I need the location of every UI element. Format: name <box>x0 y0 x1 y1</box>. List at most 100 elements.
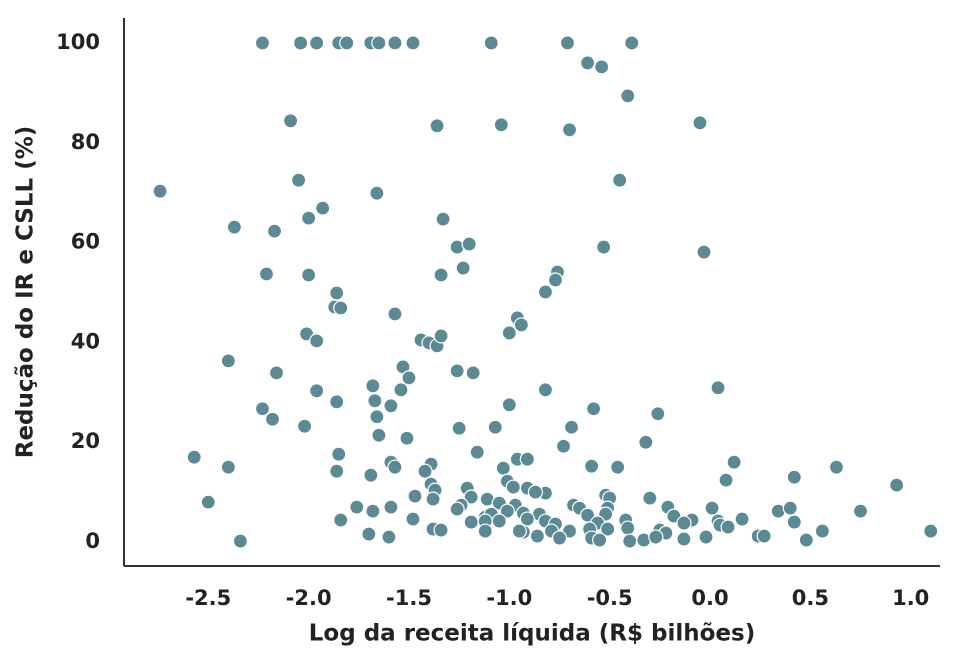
point <box>704 500 720 516</box>
point <box>501 397 517 413</box>
point <box>407 488 423 504</box>
point <box>266 223 283 239</box>
point <box>642 490 658 506</box>
point <box>734 511 750 527</box>
point <box>676 515 692 531</box>
point <box>579 55 596 71</box>
point <box>469 444 485 460</box>
point <box>383 499 399 515</box>
point <box>610 459 626 475</box>
point <box>329 463 345 479</box>
point <box>369 185 385 201</box>
y-tick-label: 40 <box>71 329 100 353</box>
point <box>254 401 271 417</box>
point <box>487 419 503 435</box>
point <box>293 35 309 51</box>
point <box>339 35 355 51</box>
point <box>449 363 465 379</box>
x-axis-label: Log da receita líquida (R$ bilhões) <box>309 621 755 647</box>
point <box>331 446 347 462</box>
point <box>429 118 445 134</box>
x-tick-label: 0.0 <box>691 586 728 610</box>
point <box>483 35 499 51</box>
point <box>519 511 535 527</box>
point <box>449 501 465 517</box>
x-tick-label: -1.0 <box>486 586 532 610</box>
point <box>537 284 554 300</box>
point <box>786 469 802 485</box>
y-tick-label: 60 <box>71 230 100 254</box>
point <box>786 514 802 530</box>
point <box>381 529 397 545</box>
point <box>563 419 580 435</box>
point <box>433 522 449 538</box>
point <box>405 511 421 527</box>
point <box>383 398 399 414</box>
point <box>371 35 387 51</box>
point <box>692 115 708 131</box>
point <box>463 489 479 505</box>
point <box>519 451 535 467</box>
point <box>620 88 636 104</box>
point <box>828 459 845 475</box>
point <box>433 328 449 344</box>
point <box>555 438 572 454</box>
point <box>329 394 345 410</box>
point <box>600 521 616 537</box>
point <box>301 210 317 226</box>
point <box>559 35 576 51</box>
x-tick-label: -1.5 <box>386 586 432 610</box>
y-tick-label: 20 <box>71 429 100 453</box>
point <box>710 380 726 396</box>
y-tick-label: 0 <box>85 529 100 553</box>
point <box>923 523 939 539</box>
x-tick-label: -2.5 <box>185 586 231 610</box>
point <box>648 529 664 545</box>
point <box>889 477 905 493</box>
point <box>387 306 403 322</box>
point <box>529 528 546 544</box>
point <box>638 434 654 450</box>
point <box>798 532 814 548</box>
point <box>258 266 275 282</box>
point <box>152 183 168 199</box>
point <box>297 418 313 434</box>
point <box>186 449 202 465</box>
point <box>371 427 387 443</box>
point <box>491 513 507 529</box>
point <box>405 35 421 51</box>
point <box>650 406 666 422</box>
point <box>387 459 403 475</box>
point <box>282 113 299 129</box>
point <box>814 523 830 539</box>
point <box>461 236 477 252</box>
point <box>527 484 544 500</box>
point <box>220 459 236 475</box>
point <box>425 491 441 507</box>
point <box>387 35 403 51</box>
point <box>301 267 317 283</box>
point <box>433 267 449 283</box>
x-tick-label: -2.0 <box>286 586 332 610</box>
point <box>393 382 409 398</box>
point <box>756 528 772 544</box>
point <box>584 458 600 474</box>
x-tick-label: 1.0 <box>892 586 929 610</box>
point <box>369 409 385 425</box>
y-axis-label: Redução do IR e CSLL (%) <box>13 126 39 459</box>
point <box>551 530 568 546</box>
point <box>417 463 433 479</box>
y-tick-label: 100 <box>56 30 100 54</box>
point <box>495 460 511 476</box>
point <box>624 35 640 51</box>
point <box>451 420 467 436</box>
point <box>361 526 377 542</box>
point <box>726 454 742 470</box>
point <box>720 519 736 535</box>
point <box>499 503 515 519</box>
point <box>592 532 608 548</box>
point <box>349 499 365 515</box>
point <box>586 401 602 417</box>
